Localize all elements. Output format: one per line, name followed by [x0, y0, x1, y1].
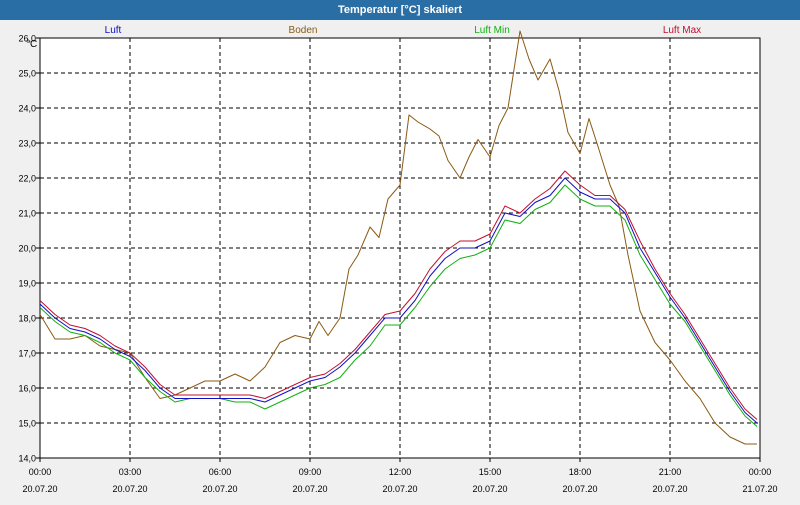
x-tick-time: 09:00	[299, 467, 322, 477]
legend-item-luft: Luft	[105, 25, 122, 36]
y-tick-label: 20,0	[18, 244, 36, 254]
x-tick-date: 20.07.20	[112, 484, 147, 494]
x-tick-time: 21:00	[659, 467, 682, 477]
x-tick-time: 15:00	[479, 467, 502, 477]
y-tick-label: 24,0	[18, 104, 36, 114]
x-tick-time: 00:00	[29, 467, 52, 477]
x-tick-time: 00:00	[749, 467, 772, 477]
y-tick-label: 26,0	[18, 34, 36, 44]
y-tick-label: 23,0	[18, 139, 36, 149]
y-tick-label: 16,0	[18, 384, 36, 394]
y-tick-label: 22,0	[18, 174, 36, 184]
y-tick-label: 18,0	[18, 314, 36, 324]
x-axis: 00:00 20.07.20 03:00 20.07.20 06:00 20.07.20 0…	[22, 458, 778, 494]
chart-area: Luft Boden Luft Min Luft Max 14,0 15,0 16,0 17…	[0, 20, 800, 500]
temperature-chart: Luft Boden Luft Min Luft Max 14,0 15,0 16,0 17…	[18, 25, 778, 494]
x-tick-date: 20.07.20	[202, 484, 237, 494]
y-tick-label: 14,0	[18, 454, 36, 464]
series-line-boden	[39, 30, 757, 445]
y-tick-label: 19,0	[18, 279, 36, 289]
x-tick-time: 18:00	[569, 467, 592, 477]
y-tick-label: 25,0	[18, 69, 36, 79]
x-tick-date: 20.07.20	[472, 484, 507, 494]
x-tick-time: 06:00	[209, 467, 232, 477]
x-tick-time: 12:00	[389, 467, 412, 477]
legend-item-luft-min: Luft Min	[474, 25, 510, 36]
x-tick-date: 20.07.20	[562, 484, 597, 494]
x-tick-date: 20.07.20	[22, 484, 57, 494]
series-line-luft-max	[39, 170, 758, 420]
series-line-luft	[39, 177, 758, 424]
x-tick-date: 20.07.20	[652, 484, 687, 494]
legend-item-luft-max: Luft Max	[663, 25, 701, 36]
y-tick-label: 15,0	[18, 419, 36, 429]
x-tick-date: 20.07.20	[382, 484, 417, 494]
y-axis: 14,0 15,0 16,0 17,0 18,0 19,0 20,0 21,0 22,0 23,0…	[18, 34, 40, 464]
x-tick-date: 20.07.20	[292, 484, 327, 494]
y-tick-label: 17,0	[18, 349, 36, 359]
x-tick-time: 03:00	[119, 467, 142, 477]
series-line-luft-min	[39, 184, 758, 427]
chart-title: Temperatur [°C] skaliert	[0, 0, 800, 20]
legend-item-boden: Boden	[289, 25, 318, 36]
x-tick-date: 21.07.20	[742, 484, 777, 494]
y-tick-label: 21,0	[18, 209, 36, 219]
series	[39, 30, 758, 445]
legend: Luft Boden Luft Min Luft Max	[105, 25, 702, 36]
y-axis-unit: °C	[26, 39, 37, 50]
